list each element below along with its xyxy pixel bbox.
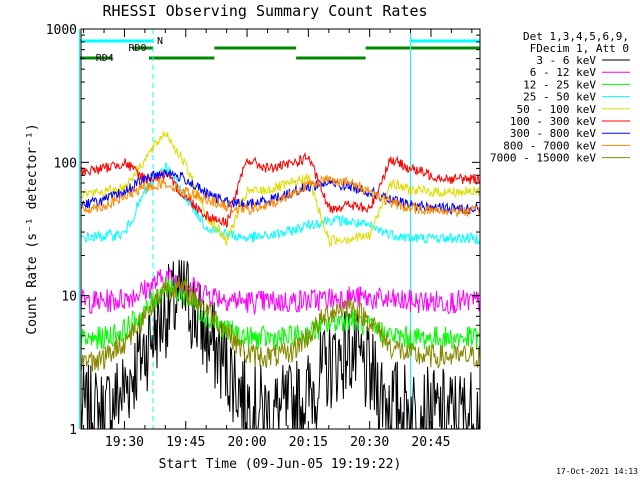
- legend-entry: 12 - 25 keV: [523, 78, 596, 91]
- y-tick-label: 1: [69, 423, 77, 438]
- x-tick-label: 19:45: [166, 435, 205, 450]
- x-tick-label: 20:00: [227, 435, 266, 450]
- legend-header: FDecim 1, Att 0: [530, 42, 629, 55]
- legend-entry: 300 - 800 keV: [510, 127, 596, 140]
- y-tick-label: 1000: [46, 23, 77, 38]
- x-tick-label: 19:30: [105, 435, 144, 450]
- annotation-rd0: RD0: [128, 43, 146, 54]
- x-axis-label: Start Time (09-Jun-05 19:19:22): [159, 457, 402, 472]
- annotations: N RD0 RD4: [96, 36, 163, 64]
- legend-entry: 50 - 100 keV: [517, 103, 597, 116]
- x-tick-label: 20:45: [411, 435, 450, 450]
- x-tick-label: 20:30: [350, 435, 389, 450]
- y-tick-label: 100: [54, 156, 77, 171]
- series-line-8: [81, 276, 480, 372]
- axes: 1 10 100 1000 19:30 19:45 20:00 20:15 20:30 20:45: [46, 23, 480, 450]
- y-axis-label: Count Rate (s⁻¹ detector⁻¹): [25, 123, 40, 334]
- legend-header: Det 1,3,4,5,6,9,: [523, 30, 629, 43]
- series-line-7: [81, 174, 480, 219]
- series-line-4: [81, 131, 480, 248]
- legend-entry: 800 - 7000 keV: [503, 139, 596, 152]
- legend-entry: 100 - 300 keV: [510, 115, 596, 128]
- annotation-n: N: [157, 36, 163, 47]
- flag-bars: [79, 39, 480, 60]
- legend-entry: 3 - 6 keV: [536, 54, 596, 67]
- annotation-rd4: RD4: [96, 53, 114, 64]
- series-line-0: [81, 259, 480, 429]
- plot-frame: [80, 28, 481, 430]
- series-line-5: [81, 152, 480, 229]
- y-tick-label: 10: [61, 290, 77, 305]
- x-tick-label: 20:15: [289, 435, 328, 450]
- legend-entry: 7000 - 15000 keV: [490, 152, 596, 165]
- legend-entry: 6 - 12 keV: [530, 66, 597, 79]
- timestamp: 17-Oct-2021 14:13: [556, 467, 638, 476]
- series-lines: [81, 131, 480, 429]
- series-line-1: [81, 267, 480, 316]
- chart-title: RHESSI Observing Summary Count Rates: [102, 2, 427, 20]
- legend-entry: 25 - 50 keV: [523, 91, 596, 104]
- legend: Det 1,3,4,5,6,9,FDecim 1, Att 03 - 6 keV…: [490, 30, 630, 165]
